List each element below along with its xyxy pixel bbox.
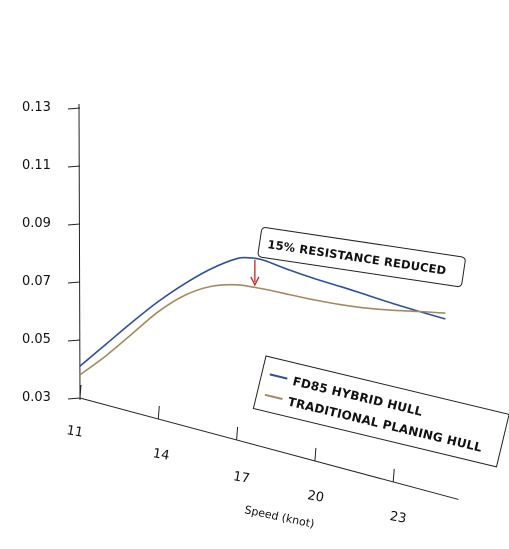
annotation-box: 15% RESISTANCE REDUCED	[257, 227, 466, 288]
y-tick-label: 0.09	[22, 216, 51, 231]
legend: FD85 HYBRID HULL TRADITIONAL PLANING HUL…	[252, 355, 509, 468]
y-tick-mark	[67, 223, 81, 226]
y-axis: 0.03 0.05 0.07 0.09 0.11 0.13	[22, 100, 81, 405]
y-tick-mark	[67, 397, 81, 400]
x-axis-line	[79, 397, 459, 500]
y-axis-line	[78, 103, 81, 401]
x-tick-label: 20	[306, 488, 325, 506]
y-tick-label: 0.03	[22, 390, 51, 405]
series-lines	[79, 256, 446, 376]
series-line-traditional	[79, 283, 446, 376]
x-tick-label: 14	[152, 446, 171, 464]
legend-swatch-traditional	[264, 393, 283, 400]
annotation-arrow-head	[250, 276, 260, 287]
y-tick-label: 0.05	[22, 332, 51, 347]
y-tick-label: 0.11	[22, 158, 51, 173]
legend-swatch-fd85	[269, 373, 288, 380]
y-tick-label: 0.07	[22, 274, 51, 289]
x-tick-label: 23	[389, 509, 408, 527]
x-tick-mark	[392, 468, 395, 482]
legend-box	[252, 355, 509, 468]
x-axis-title: Speed (knot)	[243, 503, 315, 530]
x-tick-label: 11	[65, 423, 84, 441]
x-tick-label: 17	[232, 469, 251, 487]
x-axis: 11 14 17 20 23	[65, 384, 459, 527]
x-tick-mark	[79, 384, 82, 399]
y-tick-mark	[67, 107, 81, 110]
annotation: 15% RESISTANCE REDUCED	[250, 227, 466, 288]
x-tick-mark	[314, 447, 317, 461]
y-tick-mark	[67, 165, 81, 168]
x-tick-mark	[236, 426, 239, 441]
series-line-fd85	[79, 256, 446, 367]
x-tick-mark	[157, 405, 160, 420]
y-tick-label: 0.13	[22, 100, 51, 115]
y-tick-mark	[67, 339, 81, 342]
y-tick-mark	[67, 281, 81, 284]
